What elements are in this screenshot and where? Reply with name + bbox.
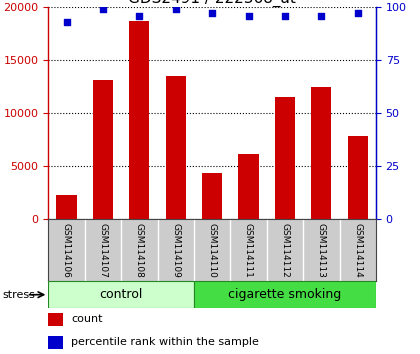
Bar — [57, 195, 76, 219]
Text: GSM114107: GSM114107 — [98, 223, 108, 278]
Bar — [194, 281, 376, 308]
Bar — [202, 173, 222, 219]
Bar — [239, 154, 259, 219]
Text: GSM114111: GSM114111 — [244, 223, 253, 278]
Bar — [129, 21, 150, 219]
Point — [63, 19, 70, 25]
Point — [100, 6, 106, 12]
Bar — [48, 336, 63, 349]
Title: GDS2491 / 222368_at: GDS2491 / 222368_at — [128, 0, 296, 7]
Bar — [311, 87, 331, 219]
Text: GSM114110: GSM114110 — [207, 223, 217, 278]
Bar — [48, 313, 63, 326]
Bar — [275, 97, 295, 219]
Bar — [93, 80, 113, 219]
Point — [318, 13, 325, 18]
Text: GSM114109: GSM114109 — [171, 223, 180, 278]
Text: GSM114112: GSM114112 — [281, 223, 289, 277]
Point — [245, 13, 252, 18]
Bar — [48, 281, 194, 308]
Text: control: control — [100, 288, 143, 301]
Text: GSM114114: GSM114114 — [353, 223, 362, 277]
Point — [172, 6, 179, 12]
Text: GSM114108: GSM114108 — [135, 223, 144, 278]
Point — [209, 11, 215, 16]
Bar — [348, 136, 368, 219]
Text: GSM114106: GSM114106 — [62, 223, 71, 278]
Bar — [165, 76, 186, 219]
Point — [136, 13, 143, 18]
Point — [281, 13, 288, 18]
Text: GSM114113: GSM114113 — [317, 223, 326, 278]
Text: percentile rank within the sample: percentile rank within the sample — [71, 337, 259, 348]
Point — [354, 11, 361, 16]
Text: count: count — [71, 314, 103, 325]
Text: cigarette smoking: cigarette smoking — [228, 288, 341, 301]
Text: stress: stress — [2, 290, 35, 300]
